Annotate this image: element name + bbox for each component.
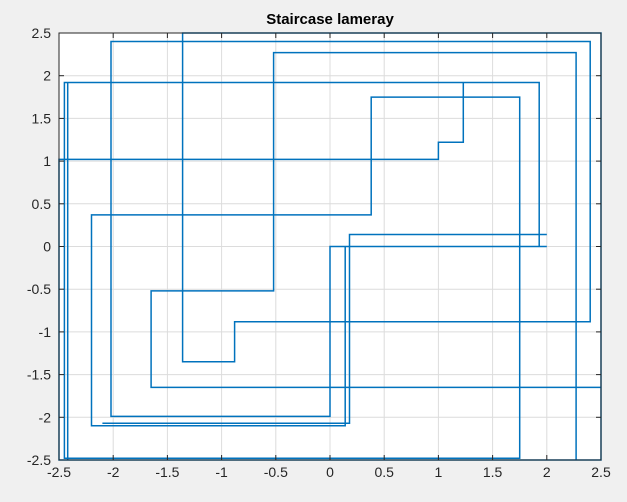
x-tick-label: -0.5 [264,464,288,480]
y-tick-label: 0.5 [32,196,52,212]
x-tick-labels: -2.5 -2 -1.5 -1 -0.5 0 0.5 1 1.5 2 2.5 [47,464,611,480]
y-tick-label: 1.5 [32,110,52,126]
staircase-line-series-2 [102,233,547,425]
chart-title: Staircase lameray [266,11,394,28]
tick-marks [58,32,602,461]
y-tick-label: -0.5 [27,281,51,297]
y-tick-label: 1 [43,153,51,169]
x-tick-label: 2 [543,464,551,480]
x-tick-label: -2 [107,464,120,480]
x-tick-label: 1 [435,464,443,480]
x-tick-label: 1.5 [483,464,503,480]
y-tick-label: 2 [43,68,51,84]
x-tick-label: 0 [326,464,334,480]
y-tick-label: -1 [39,324,52,340]
y-tick-label: -2 [39,409,52,425]
y-tick-label: 2.5 [32,25,52,41]
y-tick-labels: -2.5 -2 -1.5 -1 -0.5 0 0.5 1 1.5 2 2.5 [27,25,51,468]
x-tick-label: 0.5 [374,464,394,480]
y-tick-label: 0 [43,239,51,255]
x-tick-label: -1 [215,464,228,480]
x-tick-label: -2.5 [47,464,71,480]
x-tick-label: 2.5 [591,464,611,480]
x-tick-label: -1.5 [155,464,179,480]
y-tick-label: -1.5 [27,367,51,383]
y-tick-label: -2.5 [27,452,51,468]
